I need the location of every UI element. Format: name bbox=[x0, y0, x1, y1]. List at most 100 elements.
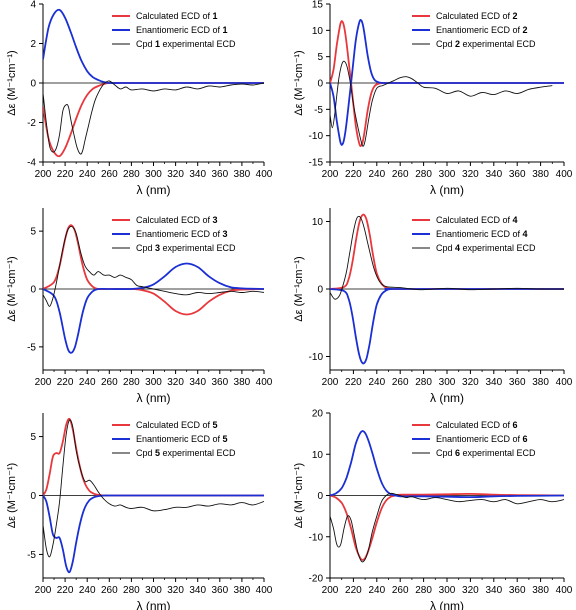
x-tick-label: 300 bbox=[439, 377, 456, 388]
x-tick-label: 380 bbox=[234, 377, 251, 388]
x-tick-label: 400 bbox=[556, 377, 573, 388]
x-tick-label: 280 bbox=[415, 585, 432, 596]
x-tick-label: 360 bbox=[509, 377, 526, 388]
y-tick-label: 0 bbox=[317, 491, 323, 502]
x-tick-label: 260 bbox=[392, 585, 409, 596]
x-tick-label: 340 bbox=[485, 169, 502, 180]
legend-entry: Cpd 3 experimental ECD bbox=[136, 243, 236, 253]
x-tick-label: 340 bbox=[485, 377, 502, 388]
x-axis-label: λ (nm) bbox=[430, 599, 464, 610]
x-tick-label: 380 bbox=[532, 585, 549, 596]
x-tick-label: 200 bbox=[35, 585, 52, 596]
x-tick-label: 300 bbox=[145, 585, 162, 596]
y-tick-label: 10 bbox=[312, 26, 324, 37]
x-tick-label: 320 bbox=[462, 585, 479, 596]
x-tick-label: 320 bbox=[462, 169, 479, 180]
x-tick-label: 280 bbox=[123, 585, 140, 596]
y-tick-label: 0 bbox=[317, 285, 323, 296]
x-tick-label: 340 bbox=[189, 169, 206, 180]
x-tick-label: 300 bbox=[145, 169, 162, 180]
x-tick-label: 360 bbox=[211, 169, 228, 180]
y-tick-label: 10 bbox=[312, 450, 324, 461]
y-axis-label: Δε (M⁻¹cm⁻¹) bbox=[6, 50, 18, 115]
y-axis-label: Δε (M⁻¹cm⁻¹) bbox=[6, 463, 18, 528]
x-tick-label: 380 bbox=[234, 169, 251, 180]
x-axis-label: λ (nm) bbox=[137, 599, 171, 610]
chart-panel-1: 200 220 240 260 280 300 320 340 360 380 400 -4 -2 0 2 4… bbox=[6, 0, 273, 197]
x-axis-label: λ (nm) bbox=[137, 183, 171, 197]
x-tick-label: 400 bbox=[556, 169, 573, 180]
y-tick-label: 2 bbox=[30, 39, 36, 50]
x-axis-label: λ (nm) bbox=[137, 391, 171, 405]
x-tick-label: 400 bbox=[556, 585, 573, 596]
y-tick-label: -15 bbox=[309, 158, 324, 169]
legend-entry: Cpd 1 experimental ECD bbox=[136, 39, 236, 49]
y-tick-label: -2 bbox=[27, 118, 36, 129]
y-tick-label: 0 bbox=[30, 491, 36, 502]
legend-entry: Cpd 2 experimental ECD bbox=[436, 39, 536, 49]
legend-entry: Enantiomeric ECD of 6 bbox=[436, 434, 528, 444]
x-tick-label: 260 bbox=[101, 585, 118, 596]
x-tick-label: 220 bbox=[57, 377, 74, 388]
x-tick-label: 340 bbox=[189, 377, 206, 388]
x-tick-label: 240 bbox=[368, 377, 385, 388]
x-tick-label: 240 bbox=[368, 169, 385, 180]
series-line-2 bbox=[43, 262, 264, 354]
legend-entry: Calculated ECD of 6 bbox=[436, 420, 518, 430]
x-tick-label: 200 bbox=[35, 169, 52, 180]
x-tick-label: 280 bbox=[123, 169, 140, 180]
x-tick-label: 400 bbox=[256, 377, 273, 388]
x-tick-label: 260 bbox=[101, 169, 118, 180]
legend-entry: Calculated ECD of 5 bbox=[136, 420, 218, 430]
x-tick-label: 360 bbox=[509, 169, 526, 180]
x-tick-label: 400 bbox=[256, 169, 273, 180]
y-tick-label: -20 bbox=[309, 574, 324, 585]
y-tick-label: 5 bbox=[317, 52, 323, 63]
y-tick-label: -4 bbox=[27, 158, 36, 169]
y-tick-label: 0 bbox=[317, 79, 323, 90]
y-tick-label: 5 bbox=[30, 432, 36, 443]
series-line-3 bbox=[43, 225, 264, 307]
x-tick-label: 200 bbox=[322, 585, 339, 596]
y-tick-label: 0 bbox=[30, 79, 36, 90]
chart-panel-6: 200 220 240 260 280 300 320 340 360 380 400 -20 -10 0… bbox=[293, 409, 573, 610]
y-tick-label: 0 bbox=[30, 285, 36, 296]
series-line-2 bbox=[330, 430, 564, 499]
legend-entry: Enantiomeric ECD of 3 bbox=[136, 229, 228, 239]
series-line-2 bbox=[43, 494, 264, 574]
x-tick-label: 380 bbox=[532, 169, 549, 180]
x-tick-label: 240 bbox=[368, 585, 385, 596]
legend-entry: Enantiomeric ECD of 1 bbox=[136, 25, 228, 35]
x-tick-label: 360 bbox=[211, 377, 228, 388]
x-tick-label: 280 bbox=[123, 377, 140, 388]
x-tick-label: 320 bbox=[167, 377, 184, 388]
y-tick-label: -10 bbox=[309, 352, 324, 363]
x-tick-label: 360 bbox=[211, 585, 228, 596]
legend-entry: Calculated ECD of 1 bbox=[136, 11, 218, 21]
legend-entry: Calculated ECD of 4 bbox=[436, 215, 518, 225]
series-line-3 bbox=[43, 419, 264, 558]
x-tick-label: 260 bbox=[392, 169, 409, 180]
y-tick-label: 4 bbox=[30, 0, 36, 11]
x-tick-label: 220 bbox=[345, 169, 362, 180]
x-tick-label: 300 bbox=[439, 585, 456, 596]
x-tick-label: 380 bbox=[234, 585, 251, 596]
x-tick-label: 260 bbox=[392, 377, 409, 388]
x-tick-label: 320 bbox=[167, 169, 184, 180]
x-axis-label: λ (nm) bbox=[430, 183, 464, 197]
series-line-1 bbox=[330, 492, 564, 561]
y-tick-label: 10 bbox=[312, 217, 324, 228]
y-tick-label: -5 bbox=[314, 105, 323, 116]
x-tick-label: 300 bbox=[145, 377, 162, 388]
legend-entry: Calculated ECD of 2 bbox=[436, 11, 518, 21]
y-tick-label: -10 bbox=[309, 131, 324, 142]
x-tick-label: 220 bbox=[345, 585, 362, 596]
y-tick-label: -5 bbox=[27, 342, 36, 353]
x-tick-label: 380 bbox=[532, 377, 549, 388]
x-tick-label: 280 bbox=[415, 169, 432, 180]
series-line-3 bbox=[330, 215, 564, 300]
x-tick-label: 400 bbox=[256, 585, 273, 596]
series-line-3 bbox=[330, 60, 553, 147]
legend-entry: Calculated ECD of 3 bbox=[136, 215, 218, 225]
